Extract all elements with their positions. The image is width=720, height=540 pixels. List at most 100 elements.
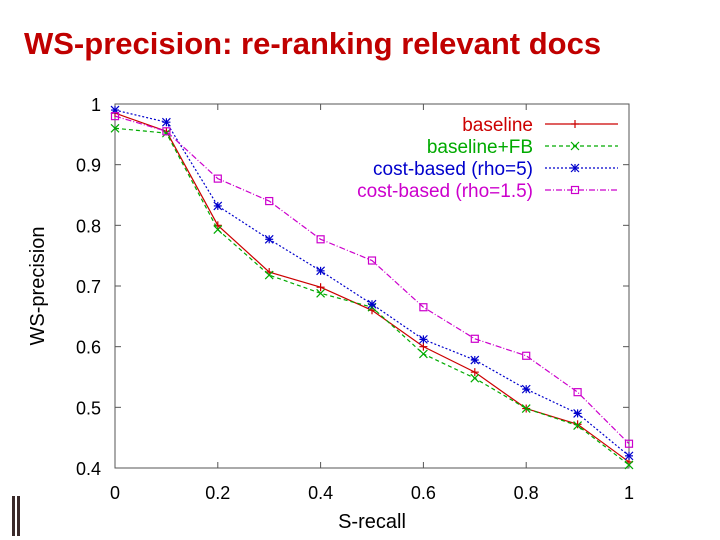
marker-stroke (624, 451, 634, 461)
data-point (573, 421, 583, 430)
marker-stroke (570, 141, 580, 151)
data-point (470, 373, 480, 383)
marker-stroke (521, 384, 531, 394)
x-tick-label: 0.8 (514, 483, 539, 503)
marker-stroke (162, 127, 171, 136)
marker-stroke (418, 334, 428, 344)
legend-marker (571, 120, 579, 128)
data-point (161, 117, 171, 127)
marker-stroke (213, 174, 222, 183)
marker-stroke (470, 355, 480, 365)
series-3 (110, 112, 634, 448)
data-point (470, 355, 480, 365)
marker-stroke (470, 373, 480, 383)
series-group (110, 105, 634, 470)
x-ticks: 0 0.2 0.4 0.6 0.8 1 (110, 104, 634, 503)
data-point (624, 439, 634, 448)
plot-frame (114, 103, 630, 469)
marker-stroke (264, 234, 274, 244)
marker-stroke (161, 117, 171, 127)
data-point (213, 174, 222, 183)
marker-stroke (213, 225, 223, 235)
data-point (470, 334, 479, 343)
marker-stroke (316, 288, 326, 298)
marker-stroke (316, 235, 325, 244)
legend-label: cost-based (rho=1.5) (357, 181, 533, 202)
legend-marker (570, 185, 580, 195)
data-point (213, 201, 223, 211)
y-ticks: 0.4 0.5 0.6 0.7 0.8 0.9 1 (76, 95, 629, 479)
data-point (419, 303, 428, 312)
y-tick-label: 0.7 (76, 277, 101, 297)
marker-stroke (573, 388, 582, 397)
marker-stroke (419, 303, 428, 312)
marker-stroke (367, 299, 377, 309)
marker-stroke (624, 439, 634, 448)
data-point (521, 384, 531, 394)
data-point (470, 368, 479, 377)
marker-stroke (624, 460, 634, 470)
data-point (161, 128, 171, 138)
marker-stroke (367, 256, 377, 265)
marker-stroke (418, 349, 428, 359)
marker-stroke (316, 266, 326, 276)
y-axis-label: WS-precision (27, 227, 49, 346)
x-axis-label: S-recall (338, 511, 406, 533)
marker-stroke (213, 201, 223, 211)
series-line (114, 112, 630, 463)
marker-stroke (265, 196, 274, 206)
y-tick-label: 0.9 (76, 156, 101, 176)
marker-stroke (470, 334, 479, 343)
data-point (418, 334, 428, 344)
data-point (573, 408, 583, 418)
series-line (114, 109, 630, 457)
x-tick-label: 1 (624, 483, 634, 503)
legend-marker (570, 163, 580, 173)
data-point (162, 127, 171, 136)
data-point (213, 225, 223, 235)
marker-stroke (110, 112, 120, 121)
data-point (316, 283, 325, 292)
marker-stroke (570, 185, 580, 195)
data-point (264, 234, 274, 244)
y-tick-label: 1 (91, 95, 101, 115)
data-point (624, 451, 634, 461)
y-tick-label: 0.6 (76, 338, 101, 358)
y-tick-label: 0.5 (76, 398, 101, 418)
side-bar-line (12, 496, 15, 536)
series-line (114, 115, 630, 445)
marker-stroke (110, 123, 120, 133)
data-point (419, 342, 428, 351)
marker-stroke (264, 270, 274, 280)
data-point (573, 388, 582, 397)
marker-stroke (521, 404, 531, 413)
data-point (624, 460, 634, 470)
side-bar-line (17, 496, 20, 536)
data-point (367, 256, 377, 265)
data-point (316, 266, 326, 276)
data-point (522, 351, 531, 360)
x-tick-label: 0.2 (205, 483, 230, 503)
data-point (367, 299, 377, 309)
marker-stroke (570, 163, 580, 173)
data-point (316, 288, 326, 298)
marker-stroke (573, 408, 583, 418)
y-tick-label: 0.4 (76, 459, 101, 479)
data-point (418, 349, 428, 359)
x-tick-label: 0 (110, 483, 120, 503)
series-2 (110, 105, 634, 461)
legend-label: baseline+FB (427, 137, 533, 158)
data-point (264, 270, 274, 280)
decorative-side-bar (12, 496, 20, 536)
data-point (110, 123, 120, 133)
slide-title: WS-precision: re-ranking relevant docs (24, 26, 602, 61)
x-tick-label: 0.4 (308, 483, 333, 503)
legend-label: baseline (462, 115, 533, 136)
legend-label: cost-based (rho=5) (373, 159, 533, 180)
y-tick-label: 0.8 (76, 216, 101, 236)
data-point (521, 404, 531, 413)
legend-marker (570, 141, 580, 151)
series-0 (111, 109, 633, 466)
